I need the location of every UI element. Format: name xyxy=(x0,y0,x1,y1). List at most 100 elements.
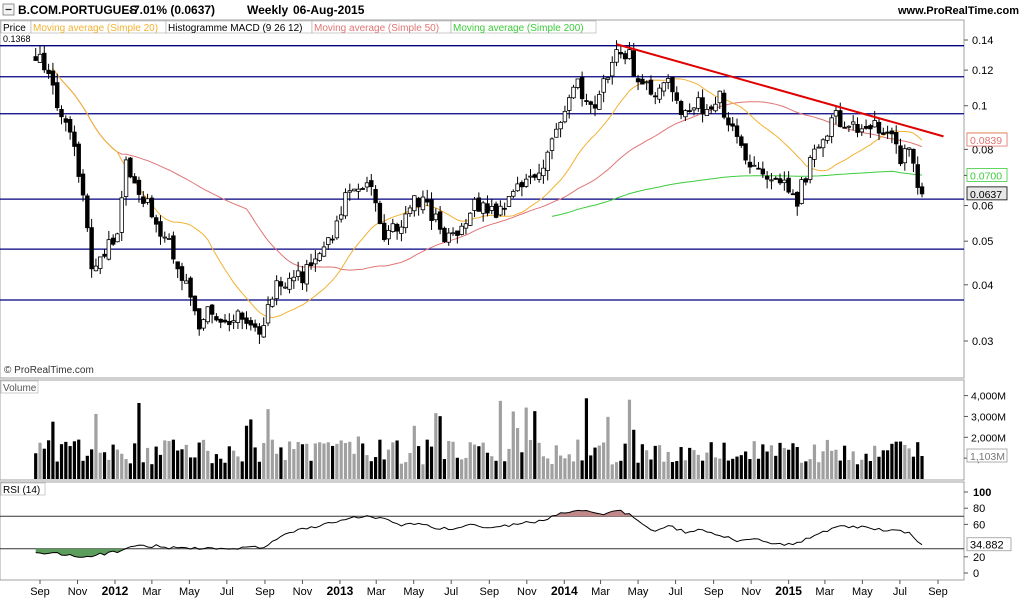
volume-bar xyxy=(455,457,459,479)
volume-bar xyxy=(94,413,98,479)
candle-body xyxy=(110,237,116,245)
candle-body xyxy=(584,100,589,102)
candle xyxy=(610,56,615,85)
volume-bar xyxy=(330,445,335,479)
volume-bar xyxy=(442,459,447,479)
candle xyxy=(373,185,378,212)
candle-body xyxy=(420,196,426,211)
candle xyxy=(670,76,675,102)
legend: Price Moving average (Simple 20) Histogr… xyxy=(0,20,597,44)
candle xyxy=(816,144,821,149)
candle xyxy=(192,295,198,316)
copyright: © ProRealTime.com xyxy=(4,365,94,376)
volume-bar xyxy=(275,453,279,479)
candle-body xyxy=(480,202,486,214)
candle-body xyxy=(889,130,895,135)
volume-bar xyxy=(847,459,851,479)
volume-bar xyxy=(120,453,124,479)
x-tick-label: Sep xyxy=(255,586,275,598)
candle-body xyxy=(295,270,301,277)
x-tick-label: Nov xyxy=(517,586,537,598)
candle xyxy=(235,309,241,330)
candle xyxy=(450,227,456,237)
candle xyxy=(403,206,408,234)
candle-body xyxy=(274,280,279,300)
volume-bar xyxy=(477,446,481,479)
candle xyxy=(222,314,228,324)
candle-body xyxy=(278,281,284,287)
volume-bar xyxy=(713,457,718,479)
candle-body xyxy=(102,253,107,257)
candle xyxy=(55,73,60,111)
site-link[interactable]: www.ProRealTime.com xyxy=(897,5,1019,17)
volume-bar xyxy=(339,440,343,479)
volume-bar xyxy=(597,445,601,479)
rsi-last-text: 34.882 xyxy=(970,540,1004,552)
candle xyxy=(480,200,486,222)
candle-body xyxy=(807,157,813,180)
volume-bar xyxy=(111,444,115,479)
candle-body xyxy=(894,132,899,145)
candle-body xyxy=(554,128,559,138)
candle xyxy=(343,188,348,219)
candle-body xyxy=(631,50,636,77)
volume-bar xyxy=(834,449,838,479)
candle xyxy=(769,172,774,190)
candle xyxy=(278,276,284,296)
x-tick-label: Nov xyxy=(68,586,88,598)
candle-body xyxy=(153,217,159,225)
candle xyxy=(313,250,318,272)
volume-bar xyxy=(632,429,636,479)
candle-body xyxy=(760,168,766,175)
volume-bar xyxy=(313,443,317,479)
candle-body xyxy=(532,174,537,178)
candle xyxy=(209,303,215,324)
volume-bar xyxy=(571,461,576,479)
candle-body xyxy=(63,118,69,123)
candle xyxy=(881,127,886,135)
candle xyxy=(876,118,882,141)
volume-bar xyxy=(223,462,227,479)
volume-bar xyxy=(679,447,683,479)
volume-bar xyxy=(184,444,188,479)
volume-bar xyxy=(227,446,231,479)
candle-body xyxy=(55,82,60,109)
candle xyxy=(799,177,804,205)
candle-body xyxy=(575,78,581,88)
candle-body xyxy=(136,179,142,195)
volume-title-box xyxy=(0,380,39,394)
candle-body xyxy=(661,82,667,92)
price-label-text: 0.0637 xyxy=(970,189,1002,201)
candle-body xyxy=(756,167,761,170)
candle xyxy=(93,258,99,272)
candle-body xyxy=(162,236,167,239)
candle-body xyxy=(571,86,576,99)
rsi-tick-label: 20 xyxy=(973,552,985,564)
candle xyxy=(691,107,697,116)
candle-body xyxy=(42,52,47,71)
candle-body xyxy=(747,161,753,168)
volume-bar xyxy=(326,442,330,479)
candle xyxy=(661,81,667,97)
rsi-tick-label: 60 xyxy=(973,519,985,531)
price-tick-label: 0.14 xyxy=(972,35,993,47)
trendline xyxy=(616,43,944,138)
candle xyxy=(743,143,748,165)
candle xyxy=(188,276,193,306)
volume-bar xyxy=(163,440,167,479)
candle xyxy=(287,272,292,294)
volume-bar xyxy=(150,464,154,479)
candle xyxy=(463,218,469,235)
candle-body xyxy=(252,323,258,328)
candle-body xyxy=(407,207,413,215)
candle-body xyxy=(708,106,714,110)
candle xyxy=(704,104,710,117)
candle-body xyxy=(691,107,697,111)
candle xyxy=(382,214,387,242)
candle-body xyxy=(425,198,430,203)
candle xyxy=(356,183,361,199)
candle-body xyxy=(511,191,516,197)
volume-bar xyxy=(885,450,890,479)
candle-body xyxy=(257,326,262,335)
volume-bar xyxy=(916,442,920,479)
